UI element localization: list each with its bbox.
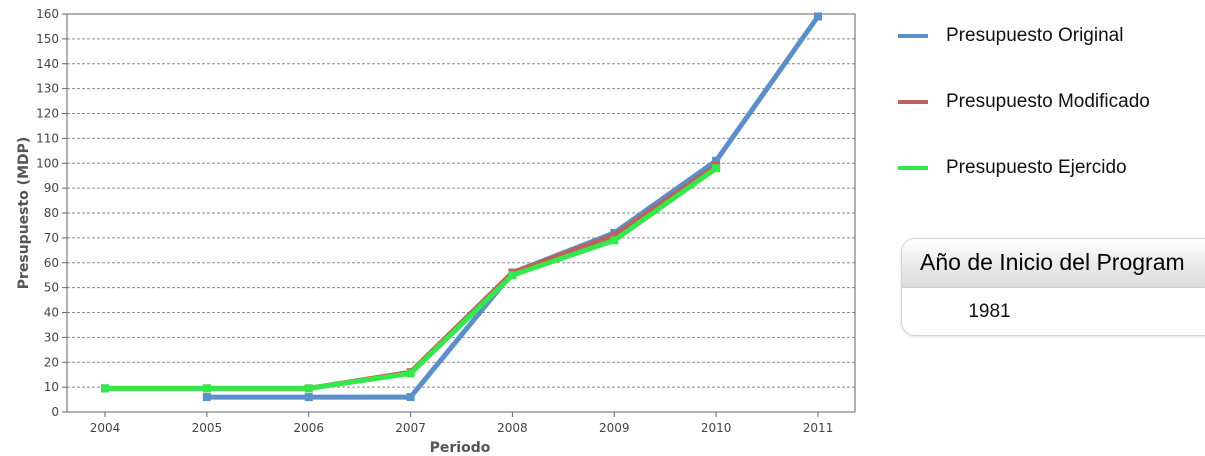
data-point (508, 271, 517, 280)
y-tick-label: 80 (44, 206, 59, 220)
data-point (202, 393, 211, 402)
data-point (814, 12, 822, 21)
y-tick-label: 110 (36, 131, 59, 145)
data-point (712, 156, 721, 165)
plot-area (66, 13, 856, 413)
x-tick-label: 2008 (497, 421, 528, 435)
y-tick-label: 120 (36, 107, 59, 121)
data-point (610, 236, 619, 245)
series-line-3 (102, 165, 719, 391)
x-tick-label: 2010 (701, 421, 732, 435)
x-tick-label: 2006 (293, 421, 324, 435)
series-3 (101, 164, 721, 393)
y-axis-ticks: 0 10 20 30 40 50 60 70 80 90 100 110 120 130 140 150 160 (36, 7, 67, 419)
line-chart: 0 10 20 30 40 50 60 70 80 90 100 110 120 130 140 150 160… (16, 7, 856, 456)
y-tick-label: 10 (44, 380, 59, 394)
data-point (610, 231, 619, 240)
legend-swatch-original (898, 34, 928, 38)
data-point (101, 384, 109, 393)
x-tick-label: 2005 (192, 421, 223, 435)
program-start-value: 1981 (968, 301, 1011, 322)
x-tick-label: 2009 (599, 421, 630, 435)
program-start-title: Año de Inicio del Program (920, 249, 1185, 275)
data-point (304, 384, 313, 393)
series-lines (101, 12, 822, 402)
program-start-panel-header (902, 239, 1205, 288)
y-tick-label: 130 (36, 82, 59, 96)
y-tick-label: 50 (44, 281, 59, 295)
x-tick-label: 2007 (395, 421, 426, 435)
legend-label-original: Presupuesto Original (946, 25, 1124, 46)
legend-label-ejercido: Presupuesto Ejercido (946, 157, 1127, 178)
y-tick-label: 20 (44, 355, 59, 369)
y-tick-label: 60 (44, 256, 59, 270)
data-point (712, 164, 721, 173)
y-tick-label: 70 (44, 231, 59, 245)
y-tick-label: 0 (51, 405, 59, 419)
y-tick-label: 160 (36, 7, 59, 21)
y-tick-label: 100 (36, 156, 59, 170)
series-2 (101, 161, 721, 393)
x-axis-ticks: 2004 2005 2006 2007 2008 2009 2010 2011 (90, 412, 834, 435)
legend-swatch-modificado (898, 100, 928, 104)
data-point (202, 384, 211, 393)
x-tick-label: 2011 (803, 421, 834, 435)
y-tick-label: 40 (44, 306, 59, 320)
data-point (304, 393, 313, 402)
x-axis-label: Periodo (430, 440, 491, 456)
y-tick-label: 140 (36, 57, 59, 71)
series-1 (202, 12, 822, 402)
series-line-1 (204, 13, 821, 400)
data-point (406, 369, 415, 378)
grid-lines (67, 13, 855, 388)
y-axis-label: Presupuesto (MDP) (16, 137, 32, 290)
legend-label-modificado: Presupuesto Modificado (946, 91, 1150, 112)
y-tick-label: 150 (36, 32, 59, 46)
legend-swatch-ejercido (898, 166, 928, 170)
series-line-2 (102, 163, 719, 391)
data-point (406, 393, 415, 402)
x-tick-label: 2004 (90, 421, 121, 435)
y-tick-label: 30 (44, 330, 59, 344)
y-tick-label: 90 (44, 181, 59, 195)
program-start-panel: Año de Inicio del Program 1981 (901, 238, 1205, 336)
